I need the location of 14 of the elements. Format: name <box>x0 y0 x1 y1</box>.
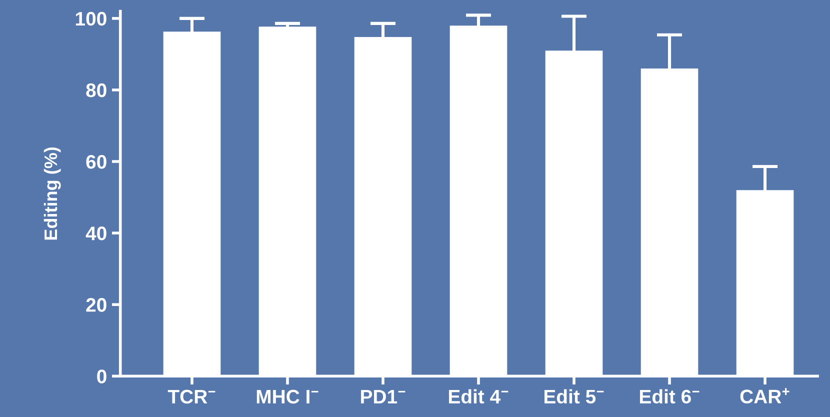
y-tick-label: 40 <box>86 226 106 240</box>
y-axis-title: Editing (%) <box>44 147 61 240</box>
x-tick-label: Edit 5$^{−}$ <box>544 389 604 404</box>
x-tick-label: TCR$^{−}$ <box>168 390 216 404</box>
x-tick-label: Edit 6$^{−}$ <box>640 389 700 404</box>
x-tick-label: PD1$^{−}$ <box>361 390 406 404</box>
y-tick-label: 20 <box>86 298 106 312</box>
y-tick-label: 60 <box>86 154 106 169</box>
x-tick-label: CAR$^{+}$ <box>740 388 790 404</box>
y-tick-label: 0 <box>97 370 106 384</box>
y-tick-label: 80 <box>86 83 106 98</box>
x-tick-label: Edit 4$^{−}$ <box>448 389 508 404</box>
y-tick-label: 100 <box>76 12 106 26</box>
x-tick-label: MHC I$^{−}$ <box>256 390 318 404</box>
